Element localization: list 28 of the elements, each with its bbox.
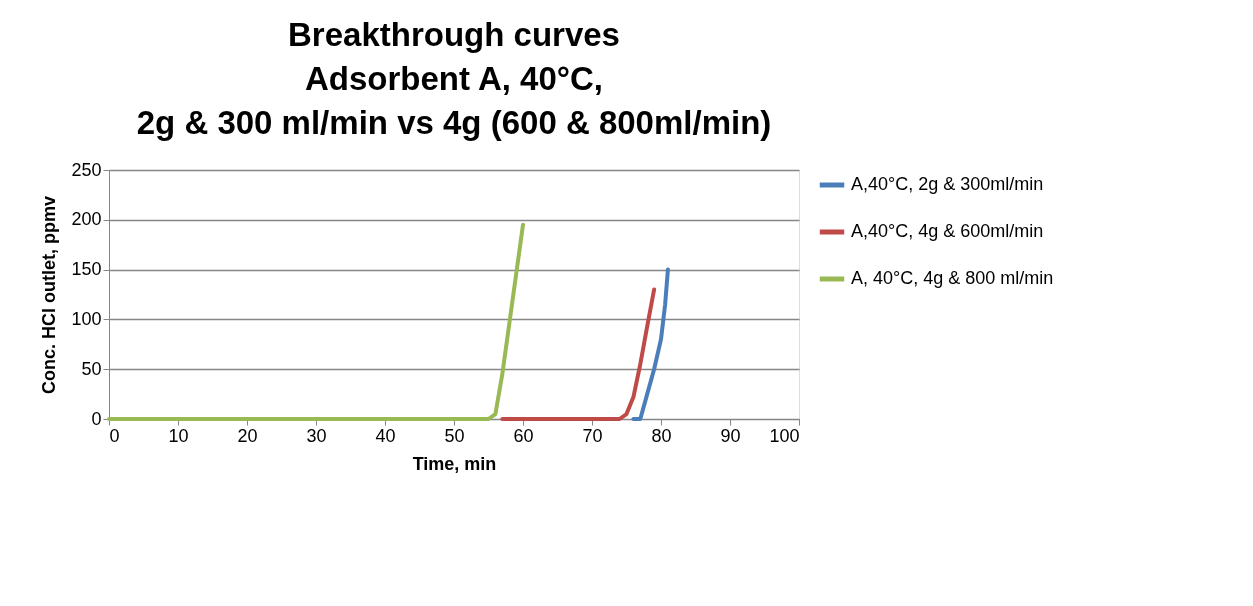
line-series <box>500 287 657 421</box>
x-tick-label: 60 <box>513 425 534 446</box>
line-series <box>631 267 670 421</box>
x-tick-label: 80 <box>651 425 672 446</box>
x-tick-label: 20 <box>237 425 258 446</box>
x-tick-label: 0 <box>109 425 120 446</box>
legend-label: A, 40°C, 4g & 800 ml/min <box>851 268 1054 288</box>
line-series <box>107 222 525 421</box>
x-axis-title: Time, min <box>412 453 497 474</box>
text: Adsorbent A, 40°C, <box>304 60 604 97</box>
x-tick-label: 30 <box>306 425 327 446</box>
y-tick-label: 150 <box>71 259 102 280</box>
x-tick-label: 90 <box>720 425 741 446</box>
x-tick-label: 50 <box>444 425 465 446</box>
y-tick-label: 200 <box>71 209 102 230</box>
text: 2g & 300 ml/min vs 4g (600 & 800ml/min) <box>136 104 772 141</box>
x-tick-label: 70 <box>582 425 603 446</box>
legend-label: A,40°C, 2g & 300ml/min <box>851 174 1044 194</box>
y-axis-title: Conc. HCl outlet, ppmv <box>39 196 60 394</box>
y-tick-label: 50 <box>81 358 102 379</box>
y-tick-label: 0 <box>91 408 102 429</box>
x-tick-label: 100 <box>769 425 800 446</box>
y-tick-label: 100 <box>71 308 102 329</box>
legend-label: A,40°C, 4g & 600ml/min <box>851 221 1044 241</box>
x-tick-label: 40 <box>375 425 396 446</box>
y-tick-label: 250 <box>71 159 102 180</box>
x-tick-label: 10 <box>168 425 189 446</box>
text: Breakthrough curves <box>288 16 620 53</box>
